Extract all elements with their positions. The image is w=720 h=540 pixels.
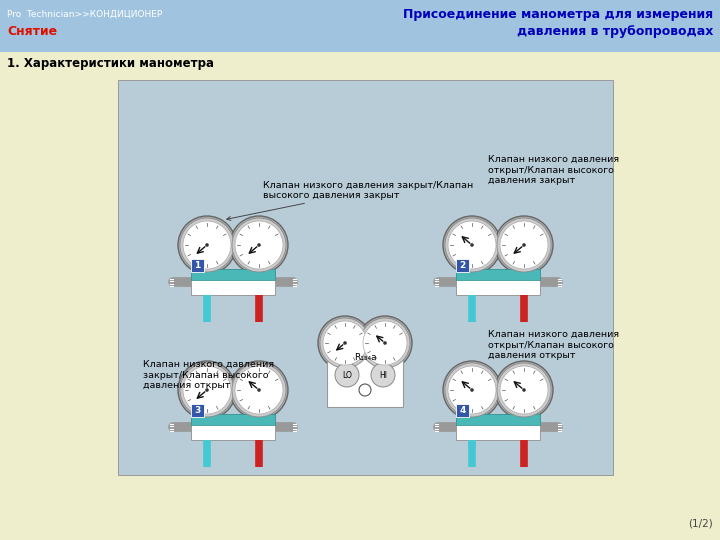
Circle shape (180, 218, 234, 272)
Circle shape (500, 366, 548, 414)
Text: 1: 1 (194, 261, 201, 270)
Text: HI: HI (379, 370, 387, 380)
Circle shape (363, 321, 407, 365)
Circle shape (232, 218, 286, 272)
Circle shape (257, 388, 261, 392)
Circle shape (257, 243, 261, 247)
Circle shape (497, 363, 551, 417)
Bar (191, 404, 204, 417)
Bar (456, 414, 540, 440)
Circle shape (448, 221, 496, 269)
Text: (1/2): (1/2) (688, 518, 713, 528)
Circle shape (470, 388, 474, 392)
Circle shape (320, 318, 370, 368)
Text: Присоединение манометра для измерения
давления в трубопроводах: Присоединение манометра для измерения да… (403, 8, 713, 38)
Circle shape (178, 216, 236, 274)
Circle shape (383, 341, 387, 345)
Circle shape (495, 216, 553, 274)
Bar (191, 269, 275, 295)
Circle shape (500, 221, 548, 269)
Bar (456, 404, 469, 417)
Bar (456, 259, 469, 272)
Circle shape (343, 341, 347, 345)
Circle shape (522, 388, 526, 392)
Circle shape (205, 243, 209, 247)
Bar (191, 414, 275, 425)
Circle shape (180, 363, 234, 417)
Text: Клапан низкого давления
открыт/Клапан высокого
давления открыт: Клапан низкого давления открыт/Клапан вы… (488, 330, 619, 360)
Text: Снятие: Снятие (7, 25, 57, 38)
Circle shape (443, 361, 501, 419)
Text: Клапан низкого давления
закрыт/Клапан высокого
давления открыт: Клапан низкого давления закрыт/Клапан вы… (143, 360, 274, 390)
Circle shape (318, 316, 372, 370)
Circle shape (183, 221, 231, 269)
Text: 1. Характеристики манометра: 1. Характеристики манометра (7, 57, 214, 70)
Text: 2: 2 (459, 261, 466, 270)
Circle shape (183, 366, 231, 414)
Circle shape (360, 318, 410, 368)
Bar (191, 259, 204, 272)
Text: 4: 4 (459, 406, 466, 415)
Circle shape (230, 361, 288, 419)
Bar (456, 414, 540, 425)
Circle shape (335, 363, 359, 387)
Circle shape (443, 216, 501, 274)
Circle shape (495, 361, 553, 419)
Text: 3: 3 (194, 406, 201, 415)
Bar (0, 0, 720, 52)
Bar (456, 269, 540, 295)
Circle shape (522, 243, 526, 247)
Text: Клапан низкого давления закрыт/Клапан
высокого давления закрыт: Клапан низкого давления закрыт/Клапан вы… (227, 180, 473, 220)
Text: R₁₃₄a: R₁₃₄a (354, 353, 377, 361)
Circle shape (235, 221, 283, 269)
Circle shape (178, 361, 236, 419)
Bar (327, 349, 403, 407)
Bar (456, 269, 540, 280)
Circle shape (371, 363, 395, 387)
Bar (191, 269, 275, 280)
Circle shape (323, 321, 367, 365)
Circle shape (232, 363, 286, 417)
Circle shape (235, 366, 283, 414)
Circle shape (358, 316, 412, 370)
Circle shape (205, 388, 209, 392)
Circle shape (448, 366, 496, 414)
Circle shape (445, 218, 499, 272)
Text: Pro  Technician>>КОНДИЦИОНЕР: Pro Technician>>КОНДИЦИОНЕР (7, 10, 162, 19)
Circle shape (359, 384, 371, 396)
Text: LO: LO (342, 370, 352, 380)
Circle shape (497, 218, 551, 272)
Circle shape (445, 363, 499, 417)
Circle shape (230, 216, 288, 274)
Circle shape (470, 243, 474, 247)
Bar (118, 80, 613, 475)
Text: Клапан низкого давления
открыт/Клапан высокого
давления закрыт: Клапан низкого давления открыт/Клапан вы… (488, 155, 619, 185)
Bar (191, 414, 275, 440)
